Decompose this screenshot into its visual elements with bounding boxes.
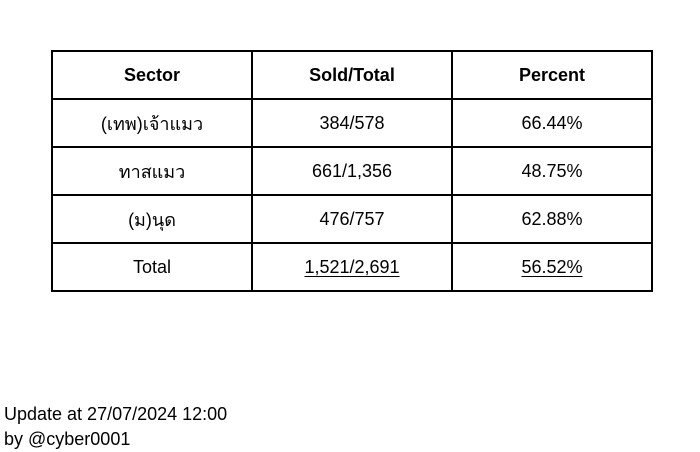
total-sold-total-cell: 1,521/2,691 bbox=[251, 242, 453, 292]
sector-cell: (ม)นุด bbox=[51, 194, 253, 244]
percent-cell: 62.88% bbox=[451, 194, 653, 244]
sold-total-cell: 476/757 bbox=[251, 194, 453, 244]
sold-total-cell: 661/1,356 bbox=[251, 146, 453, 196]
total-sold-total-value: 1,521/2,691 bbox=[304, 256, 400, 277]
header-row: Sector Sold/Total Percent bbox=[51, 50, 653, 100]
header-percent: Percent bbox=[451, 50, 653, 100]
sales-table: Sector Sold/Total Percent (เทพ)เจ้าแมว 3… bbox=[51, 50, 653, 292]
sector-cell: (เทพ)เจ้าแมว bbox=[51, 98, 253, 148]
update-timestamp: Update at 27/07/2024 12:00 bbox=[4, 404, 228, 424]
table-row: (เทพ)เจ้าแมว 384/578 66.44% bbox=[51, 98, 653, 148]
percent-cell: 48.75% bbox=[451, 146, 653, 196]
total-percent-cell: 56.52% bbox=[451, 242, 653, 292]
table-row: (ม)นุด 476/757 62.88% bbox=[51, 194, 653, 244]
table-body: (เทพ)เจ้าแมว 384/578 66.44% ทาสแมว 661/1… bbox=[51, 98, 653, 292]
total-row: Total 1,521/2,691 56.52% bbox=[51, 242, 653, 292]
table-row: ทาสแมว 661/1,356 48.75% bbox=[51, 146, 653, 196]
header-sector: Sector bbox=[51, 50, 253, 100]
sector-cell: ทาสแมว bbox=[51, 146, 253, 196]
header-sold-total: Sold/Total bbox=[251, 50, 453, 100]
author-credit: by @cyber0001 bbox=[4, 429, 131, 449]
percent-cell: 66.44% bbox=[451, 98, 653, 148]
total-percent-value: 56.52% bbox=[521, 256, 583, 277]
table-header: Sector Sold/Total Percent bbox=[51, 50, 653, 100]
sold-total-cell: 384/578 bbox=[251, 98, 453, 148]
total-label-cell: Total bbox=[51, 242, 253, 292]
footer: Update at 27/07/2024 12:00 by @cyber0001 bbox=[4, 402, 227, 452]
